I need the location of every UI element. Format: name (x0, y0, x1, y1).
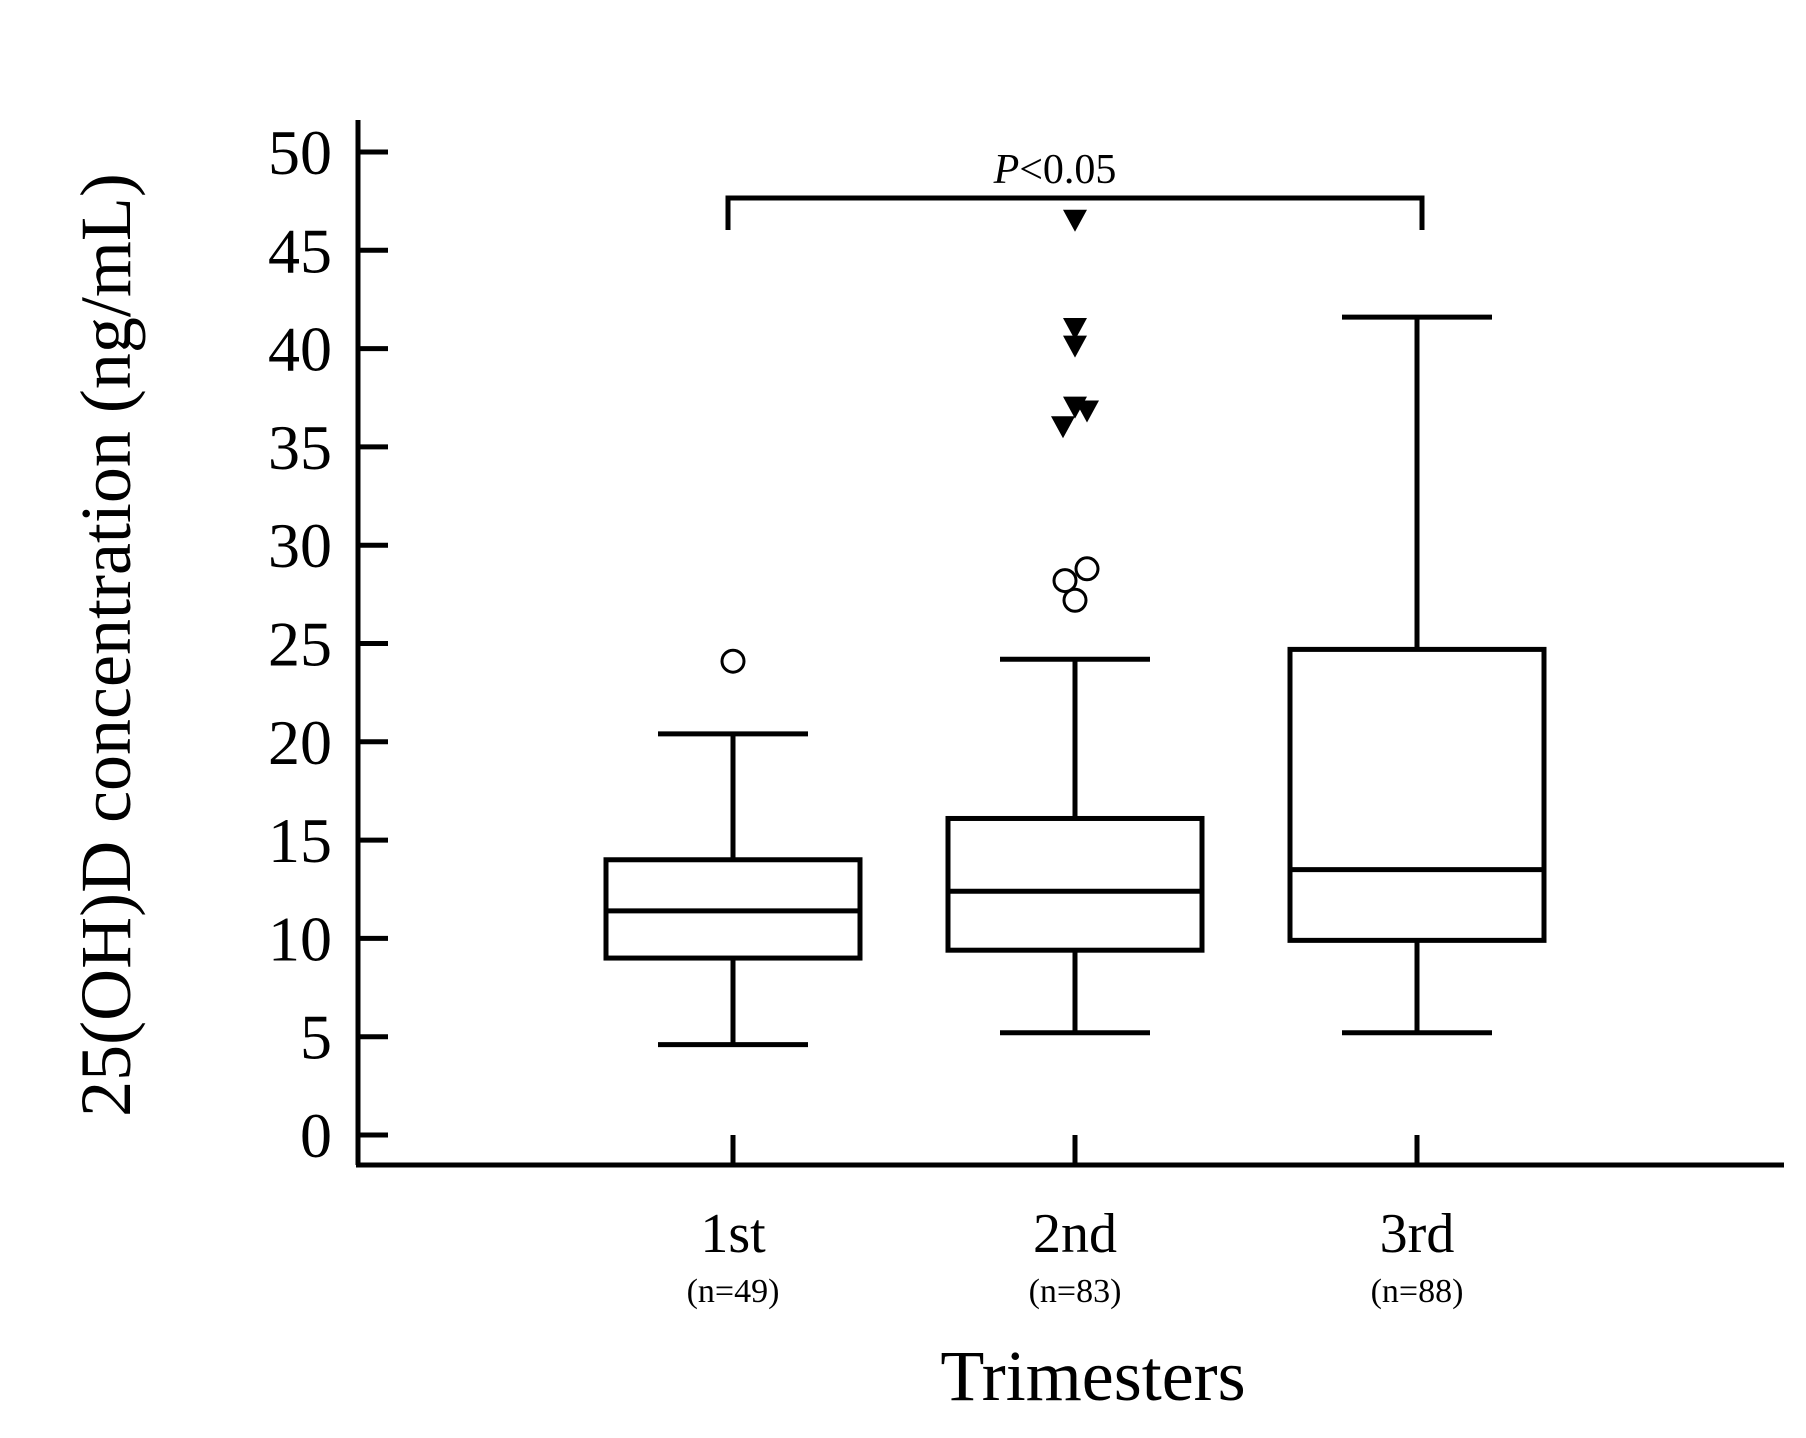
y-tick-label: 15 (268, 805, 332, 876)
y-tick-label: 10 (268, 903, 332, 974)
x-tick-label: 2nd (1033, 1203, 1117, 1265)
x-tick-label: 1st (700, 1203, 766, 1265)
outlier-triangle (1063, 396, 1087, 419)
y-tick-label: 35 (268, 412, 332, 483)
y-tick-label: 50 (268, 117, 332, 188)
x-axis-title: Trimesters (940, 1336, 1245, 1416)
outlier-circle (1062, 587, 1088, 613)
y-tick-label: 30 (268, 510, 332, 581)
box-group-1st (603, 648, 863, 1048)
sample-size-label: (n=83) (1029, 1273, 1122, 1310)
boxes (603, 209, 1547, 1048)
significance-annotation: P<0.05 (725, 147, 1425, 230)
sample-size-label: (n=88) (1371, 1273, 1464, 1310)
box-group-3rd (1287, 314, 1547, 1036)
y-tick-label: 5 (300, 1002, 332, 1073)
x-ticks: 1st (n=49) 2nd (n=83) 3rd (n=88) (687, 1135, 1464, 1310)
y-axis-title: 25(OH)D concentration (ng/mL) (66, 173, 146, 1117)
x-tick-label: 3rd (1380, 1203, 1455, 1265)
box-group-2nd (945, 209, 1205, 1036)
outlier-circle (720, 648, 746, 674)
outlier-triangle (1063, 317, 1087, 340)
outlier-circle (1052, 568, 1078, 594)
y-tick-label: 20 (268, 707, 332, 778)
outlier-circle (1074, 556, 1100, 582)
y-tick-label: 0 (300, 1100, 332, 1171)
y-tick-label: 40 (268, 314, 332, 385)
outlier-triangle (1063, 209, 1087, 232)
outlier-triangle (1063, 335, 1087, 358)
iqr-box (1287, 646, 1547, 943)
y-tick-label: 25 (268, 609, 332, 680)
iqr-box (945, 815, 1205, 953)
sample-size-label: (n=49) (687, 1273, 780, 1310)
significance-label: P<0.05 (993, 147, 1117, 193)
outlier-triangle (1051, 416, 1075, 439)
y-tick-label: 45 (268, 215, 332, 286)
significance-bracket (725, 195, 1425, 230)
y-ticks: 0 5 10 15 20 25 30 35 40 45 50 (268, 117, 388, 1171)
